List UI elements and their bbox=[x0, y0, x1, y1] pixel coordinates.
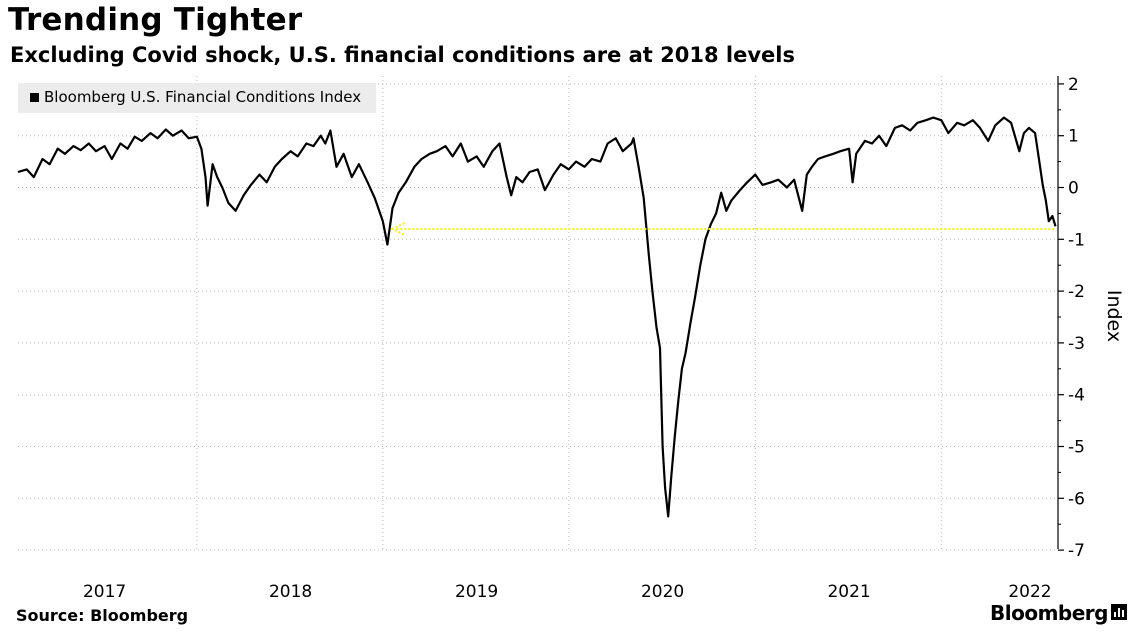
chart-subtitle: Excluding Covid shock, U.S. financial co… bbox=[10, 43, 795, 67]
brand-logo: Bloomberg bbox=[990, 601, 1108, 625]
x-tick-label: 2019 bbox=[455, 582, 498, 602]
y-tick-label: -1 bbox=[1068, 230, 1085, 250]
annotation-arrowhead bbox=[390, 222, 405, 236]
y-tick-label: -6 bbox=[1068, 489, 1085, 509]
y-tick-label: -3 bbox=[1068, 334, 1085, 354]
y-tick-label: 0 bbox=[1068, 179, 1079, 199]
y-tick-label: -5 bbox=[1068, 438, 1085, 458]
x-tick-label: 2017 bbox=[83, 582, 126, 602]
y-axis-title: Index bbox=[1103, 290, 1125, 342]
y-tick-label: 2 bbox=[1068, 75, 1079, 95]
x-tick-label: 2021 bbox=[827, 582, 870, 602]
chart-title: Trending Tighter bbox=[8, 2, 303, 38]
x-tick-label: 2020 bbox=[641, 582, 684, 602]
chart-legend: Bloomberg U.S. Financial Conditions Inde… bbox=[18, 83, 376, 113]
series-line bbox=[17, 116, 1057, 518]
x-tick-label: 2022 bbox=[1008, 582, 1051, 602]
y-tick-label: -2 bbox=[1068, 282, 1085, 302]
y-tick-label: 1 bbox=[1068, 127, 1079, 147]
legend-label: Bloomberg U.S. Financial Conditions Inde… bbox=[44, 88, 362, 106]
source-note: Source: Bloomberg bbox=[16, 606, 189, 625]
chart-bars-icon bbox=[1111, 604, 1127, 620]
x-tick-label: 2018 bbox=[269, 582, 312, 602]
square-swatch-icon bbox=[30, 93, 39, 102]
y-tick-label: -7 bbox=[1068, 541, 1085, 561]
y-tick-label: -4 bbox=[1068, 386, 1085, 406]
